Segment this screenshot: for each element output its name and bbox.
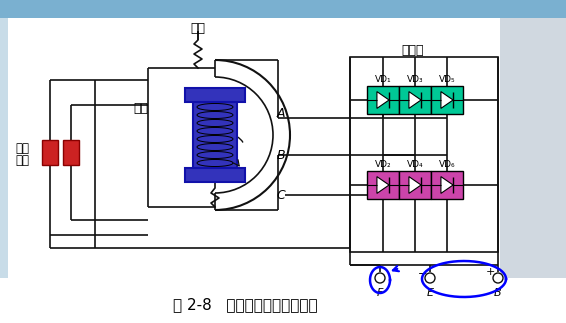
Bar xyxy=(350,57,498,252)
Bar xyxy=(8,18,500,278)
Text: VD₁: VD₁ xyxy=(375,75,391,84)
Bar xyxy=(185,168,245,182)
Polygon shape xyxy=(377,177,389,193)
Text: 整流器: 整流器 xyxy=(402,44,424,57)
Text: VD₆: VD₆ xyxy=(439,160,455,169)
Bar xyxy=(0,0,566,18)
Text: A: A xyxy=(277,107,285,120)
Bar xyxy=(193,100,237,170)
Text: VD₃: VD₃ xyxy=(407,75,423,84)
Text: VD₅: VD₅ xyxy=(439,75,455,84)
Text: F: F xyxy=(377,288,383,298)
Bar xyxy=(42,140,58,165)
Bar xyxy=(367,86,399,114)
Text: E: E xyxy=(427,288,434,298)
Polygon shape xyxy=(441,177,453,193)
Circle shape xyxy=(375,273,385,283)
Text: B: B xyxy=(494,288,502,298)
Polygon shape xyxy=(441,92,453,109)
Text: −: − xyxy=(418,269,428,279)
Circle shape xyxy=(493,273,503,283)
Text: B: B xyxy=(276,149,285,162)
Text: 图 2-8   交流发电机工作原理图: 图 2-8 交流发电机工作原理图 xyxy=(173,297,318,312)
Polygon shape xyxy=(377,92,389,109)
Text: 电刷: 电刷 xyxy=(15,153,29,166)
Bar xyxy=(185,88,245,102)
Text: 转子: 转子 xyxy=(133,101,148,114)
Text: +: + xyxy=(485,267,495,277)
Text: 定子: 定子 xyxy=(191,22,205,35)
Bar xyxy=(63,140,79,165)
Bar xyxy=(399,171,431,199)
Bar xyxy=(431,86,463,114)
Bar xyxy=(431,171,463,199)
Circle shape xyxy=(425,273,435,283)
Text: VD₂: VD₂ xyxy=(375,160,391,169)
Text: C: C xyxy=(276,189,285,202)
Polygon shape xyxy=(409,177,421,193)
Polygon shape xyxy=(409,92,421,109)
Text: VD₄: VD₄ xyxy=(407,160,423,169)
Bar xyxy=(500,18,566,303)
Bar xyxy=(367,171,399,199)
Bar xyxy=(0,278,566,323)
Text: 滑环: 滑环 xyxy=(15,141,29,154)
Bar xyxy=(399,86,431,114)
